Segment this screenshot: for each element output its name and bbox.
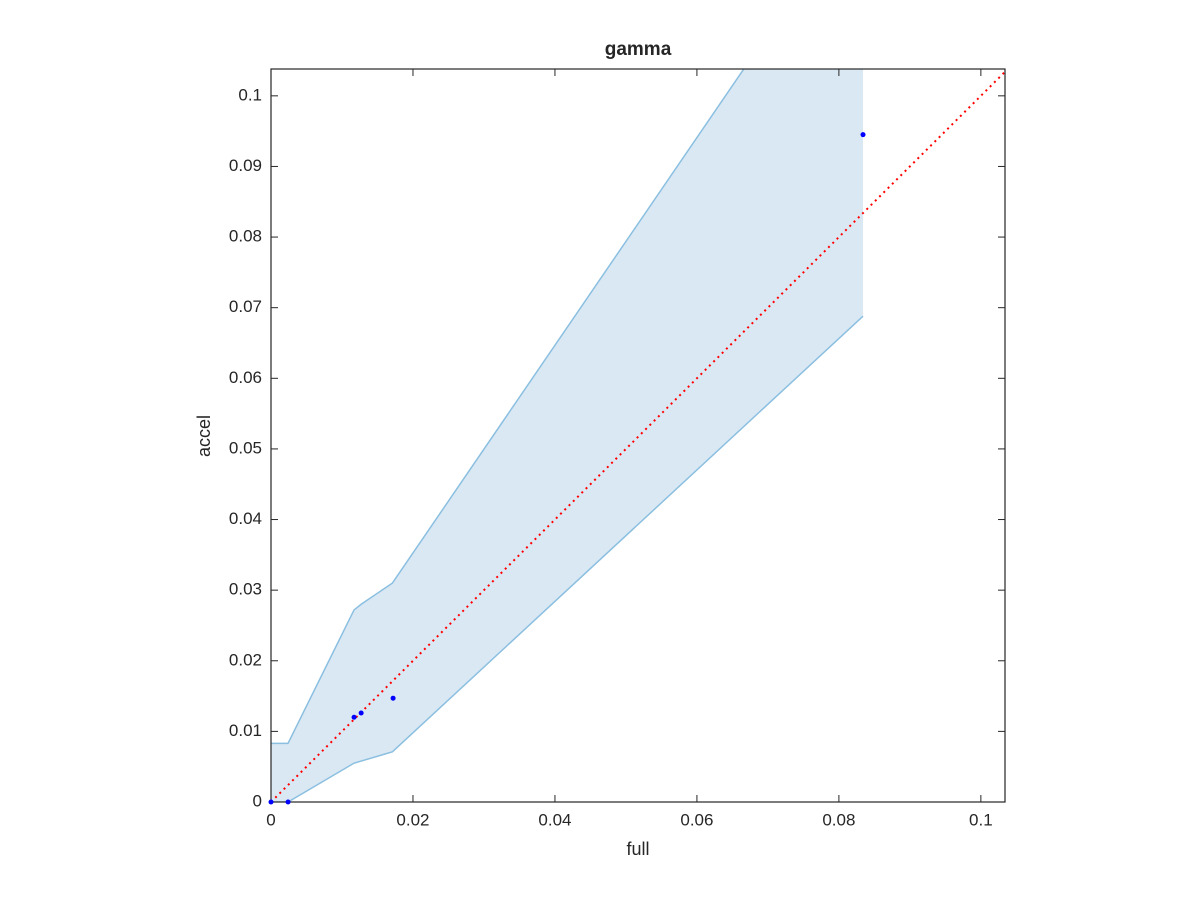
- y-tick-label: 0.01: [229, 721, 262, 740]
- x-tick-label: 0: [266, 810, 275, 829]
- x-tick-label: 0.08: [822, 810, 855, 829]
- point: [860, 132, 866, 138]
- y-tick-label: 0.03: [229, 580, 262, 599]
- point: [285, 799, 291, 805]
- reference-line: [270, 71, 1006, 803]
- x-tick-label: 0.04: [538, 810, 571, 829]
- x-tick-label: 0.1: [969, 810, 993, 829]
- point: [390, 695, 396, 701]
- axes-box: [270, 68, 1006, 803]
- y-tick-label: 0.04: [229, 509, 262, 528]
- band-upper-edge: [271, 69, 745, 745]
- point: [358, 710, 364, 716]
- chart-title: gamma: [605, 39, 672, 60]
- y-tick-label: 0.02: [229, 650, 262, 669]
- band-fill: [271, 69, 864, 802]
- point: [268, 799, 274, 805]
- y-tick-label: 0.09: [229, 156, 262, 175]
- band-lower-edge: [271, 315, 864, 802]
- point: [351, 714, 357, 720]
- y-tick-label: 0.06: [229, 368, 262, 387]
- x-tick-label: 0.06: [680, 810, 713, 829]
- y-tick-label: 0.05: [229, 438, 262, 457]
- y-tick-label: 0.1: [238, 85, 262, 104]
- x-axis-label: full: [626, 839, 649, 859]
- y-axis-label: accel: [194, 415, 214, 457]
- y-tick-label: 0.07: [229, 297, 262, 316]
- y-tick-label: 0: [253, 791, 262, 810]
- y-tick-label: 0.08: [229, 227, 262, 246]
- x-tick-label: 0.02: [396, 810, 429, 829]
